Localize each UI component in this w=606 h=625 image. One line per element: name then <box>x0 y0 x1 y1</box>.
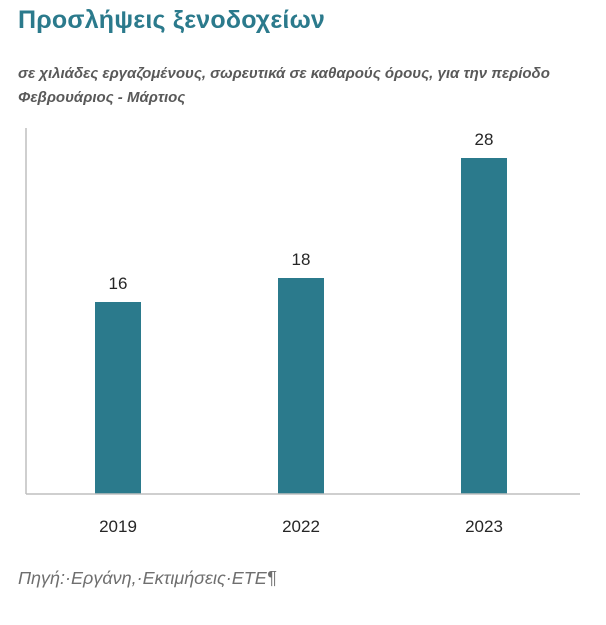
chart-title: Προσλήψεις ξενοδοχείων <box>18 6 325 34</box>
x-tick-label-2022: 2022 <box>282 517 320 536</box>
data-label-2019: 16 <box>109 274 128 293</box>
data-label-2023: 28 <box>475 130 494 149</box>
x-tick-label-2019: 2019 <box>99 517 137 536</box>
bar-chart: 16 2019 18 2022 28 2023 <box>25 128 580 536</box>
bar-2019 <box>95 302 141 494</box>
source-note: Πηγή:·Εργάνη,·Εκτιμήσεις·ΕΤΕ¶ <box>18 568 277 588</box>
bar-2022 <box>278 278 324 494</box>
bar-2023 <box>461 158 507 494</box>
chart-subtitle: σε χιλιάδες εργαζομένους, σωρευτικά σε κ… <box>18 65 550 106</box>
x-tick-label-2023: 2023 <box>465 517 503 536</box>
data-label-2022: 18 <box>292 250 311 269</box>
